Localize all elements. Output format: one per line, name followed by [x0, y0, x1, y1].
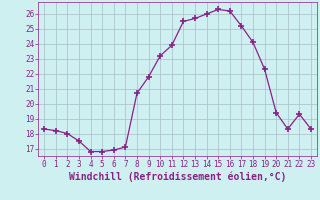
X-axis label: Windchill (Refroidissement éolien,°C): Windchill (Refroidissement éolien,°C) — [69, 172, 286, 182]
